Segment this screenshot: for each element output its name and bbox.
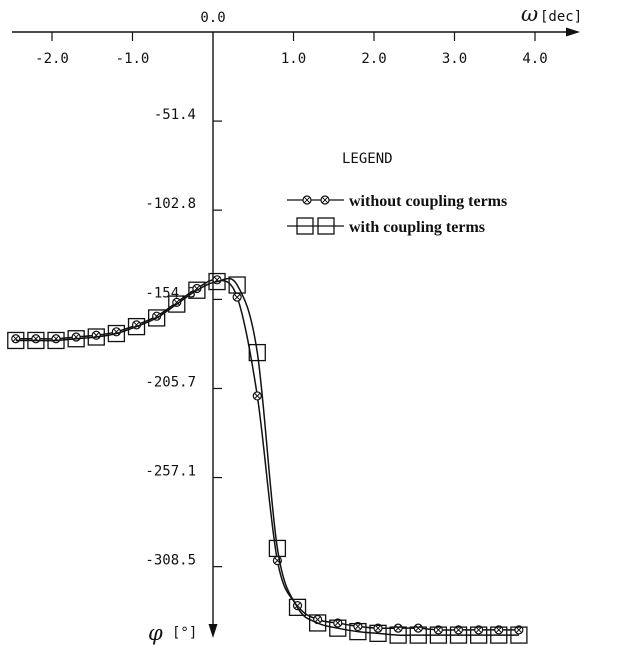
data-point-circle-x <box>353 621 363 632</box>
y-tick-label: -205.7 <box>145 374 196 390</box>
data-point-cross <box>233 293 241 301</box>
x-tick-label: 1.0 <box>281 51 306 67</box>
data-point-square <box>208 272 226 291</box>
series-with-coupling <box>7 272 528 644</box>
y-tick-label: -257.1 <box>145 464 196 480</box>
data-point-square <box>469 626 488 644</box>
x-tick-label: 2.0 <box>361 51 386 67</box>
series-without-coupling <box>11 275 524 635</box>
x-tick-label: 0.0 <box>200 10 225 26</box>
data-point-square <box>349 622 367 641</box>
data-point-square <box>409 626 427 644</box>
data-point-square <box>147 309 166 327</box>
data-point-square <box>228 276 246 294</box>
data-point-cross <box>173 299 180 306</box>
data-point-circle-x <box>252 391 262 401</box>
data-point-square <box>248 343 266 362</box>
y-tick-label: -51.4 <box>154 107 196 123</box>
x-axis-unit: [dec] <box>540 9 582 25</box>
data-point-circle-x <box>71 332 81 342</box>
series-group <box>7 272 528 644</box>
x-tick-label: 3.0 <box>442 51 467 67</box>
data-point-cross <box>415 624 422 632</box>
axes <box>12 27 580 638</box>
data-point-circle-x <box>433 625 443 635</box>
y-ticks: -51.4-102.8-154.3-205.7-257.1-308.5 <box>145 107 222 569</box>
x-axis-arrow <box>566 27 580 37</box>
data-point-square <box>510 626 528 644</box>
legend-marker-square <box>296 217 335 235</box>
data-point-square <box>127 317 146 336</box>
legend-label-without-coupling: without coupling terms <box>349 193 507 210</box>
data-point-circle-x <box>192 283 202 294</box>
series-line-with-coupling <box>15 277 519 636</box>
x-ticks: -2.0 -1.0 0.0 1.0 2.0 3.0 4.0 <box>35 10 548 67</box>
x-axis-symbol: ω <box>521 2 538 26</box>
data-point-circle-x <box>373 623 383 633</box>
data-point-cross <box>495 626 502 634</box>
data-point-square <box>308 614 327 632</box>
data-point-cross <box>515 626 523 634</box>
data-point-circle-x <box>393 623 403 633</box>
data-point-square <box>87 328 105 346</box>
data-point-square <box>329 619 347 637</box>
data-point-circle-x <box>453 625 464 635</box>
data-point-circle-x <box>31 334 41 344</box>
y-tick-label: -308.5 <box>145 553 196 569</box>
data-point-square <box>188 281 206 299</box>
data-point-cross <box>354 623 362 630</box>
data-point-square <box>7 331 25 350</box>
data-point-cross <box>475 626 482 634</box>
y-tick-label: -102.8 <box>145 196 196 212</box>
y-axis-arrow <box>208 624 218 638</box>
data-point-square <box>369 624 387 643</box>
data-point-square <box>429 626 448 644</box>
data-point-square <box>107 324 126 343</box>
data-point-cross <box>193 285 201 292</box>
legend-entry-without-coupling: without coupling terms <box>287 193 507 210</box>
data-point-square <box>27 331 45 350</box>
legend: LEGEND without coupling terms with coupl… <box>287 151 507 236</box>
data-point-square <box>389 626 407 644</box>
y-axis-symbol: φ <box>148 621 163 645</box>
legend-title: LEGEND <box>342 151 393 167</box>
data-point-cross <box>374 624 382 632</box>
data-point-circle-x <box>333 618 343 628</box>
data-point-circle-x <box>51 334 61 344</box>
data-point-circle-x <box>11 334 21 344</box>
data-point-circle-x <box>232 292 242 302</box>
data-point-cross <box>394 624 402 632</box>
data-point-square <box>268 539 287 558</box>
x-tick-label: 4.0 <box>522 51 547 67</box>
data-point-square <box>67 330 85 348</box>
data-point-cross <box>334 619 341 627</box>
data-point-cross <box>254 392 261 400</box>
data-point-square <box>449 626 468 644</box>
data-point-square <box>168 295 186 313</box>
axis-titles: ω [dec] φ [°] <box>148 2 582 645</box>
data-point-circle-x <box>413 623 423 633</box>
data-point-circle-x <box>474 625 484 635</box>
x-tick-label: -1.0 <box>116 51 150 67</box>
data-point-square <box>490 626 508 644</box>
legend-label-with-coupling: with coupling terms <box>349 219 485 236</box>
data-point-cross <box>455 626 462 634</box>
legend-marker-circle-x <box>302 195 330 205</box>
legend-entry-with-coupling: with coupling terms <box>287 217 485 236</box>
data-point-circle-x <box>494 625 504 635</box>
data-point-circle-x <box>514 625 524 635</box>
data-point-square <box>288 598 307 617</box>
data-point-circle-x <box>172 297 182 307</box>
x-tick-label: -2.0 <box>35 51 69 67</box>
data-point-square <box>47 331 65 350</box>
data-point-cross <box>435 626 442 634</box>
series-line-without-coupling <box>15 278 519 631</box>
y-axis-unit: [°] <box>172 625 197 641</box>
